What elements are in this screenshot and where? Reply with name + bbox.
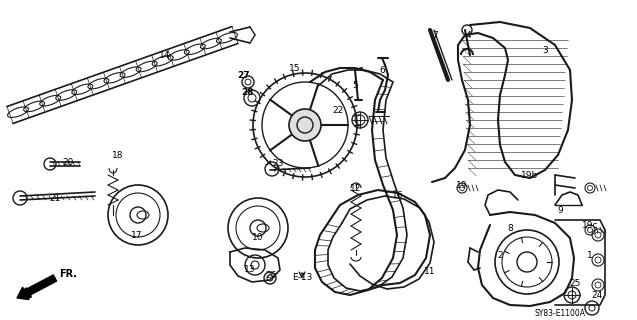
Text: 27: 27 — [238, 70, 250, 79]
Text: SY83-E1100A: SY83-E1100A — [534, 308, 585, 317]
Text: 18: 18 — [112, 150, 124, 159]
Text: 14: 14 — [159, 51, 171, 60]
Text: 19b: 19b — [521, 171, 539, 180]
Text: 21: 21 — [49, 194, 61, 203]
Text: 22: 22 — [333, 106, 343, 115]
Text: 11: 11 — [424, 268, 436, 276]
Text: 28: 28 — [242, 87, 254, 97]
Text: 25: 25 — [569, 278, 581, 287]
Text: 6: 6 — [379, 66, 385, 75]
Text: 19: 19 — [456, 180, 468, 189]
FancyArrow shape — [17, 275, 57, 300]
Text: 23: 23 — [272, 158, 283, 167]
Text: 9: 9 — [557, 205, 563, 214]
Text: 1: 1 — [587, 251, 593, 260]
Text: 26: 26 — [266, 270, 276, 279]
Text: 12: 12 — [350, 183, 362, 193]
Text: 17: 17 — [131, 230, 143, 239]
Text: 4: 4 — [465, 30, 471, 39]
Text: 16: 16 — [392, 190, 404, 199]
Text: FR.: FR. — [59, 269, 77, 279]
Text: 19c: 19c — [582, 220, 598, 229]
Text: 5: 5 — [352, 81, 358, 90]
Text: 7: 7 — [432, 30, 438, 39]
Circle shape — [289, 109, 321, 141]
Text: 24: 24 — [591, 291, 603, 300]
Text: 2: 2 — [497, 251, 503, 260]
Text: 8: 8 — [507, 223, 513, 233]
Text: 10: 10 — [252, 233, 264, 242]
Text: 3: 3 — [542, 45, 548, 54]
Text: E-13: E-13 — [292, 274, 312, 283]
Text: 15: 15 — [289, 63, 301, 73]
Text: 20: 20 — [62, 157, 74, 166]
Text: 13: 13 — [244, 266, 255, 275]
